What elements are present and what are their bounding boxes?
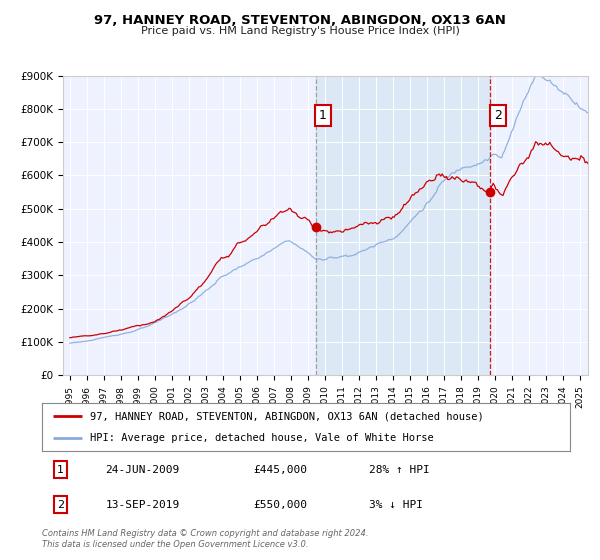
Text: Price paid vs. HM Land Registry's House Price Index (HPI): Price paid vs. HM Land Registry's House … bbox=[140, 26, 460, 36]
Text: 24-JUN-2009: 24-JUN-2009 bbox=[106, 465, 179, 475]
Text: 13-SEP-2019: 13-SEP-2019 bbox=[106, 500, 179, 510]
Text: 1: 1 bbox=[57, 465, 64, 475]
Text: 2: 2 bbox=[57, 500, 64, 510]
Bar bbox=[316, 76, 490, 375]
Text: £550,000: £550,000 bbox=[253, 500, 307, 510]
Text: 97, HANNEY ROAD, STEVENTON, ABINGDON, OX13 6AN (detached house): 97, HANNEY ROAD, STEVENTON, ABINGDON, OX… bbox=[89, 411, 483, 421]
Text: 1: 1 bbox=[319, 109, 327, 122]
Text: 28% ↑ HPI: 28% ↑ HPI bbox=[370, 465, 430, 475]
Text: Contains HM Land Registry data © Crown copyright and database right 2024.
This d: Contains HM Land Registry data © Crown c… bbox=[42, 529, 368, 549]
Text: 2: 2 bbox=[494, 109, 502, 122]
Text: 97, HANNEY ROAD, STEVENTON, ABINGDON, OX13 6AN: 97, HANNEY ROAD, STEVENTON, ABINGDON, OX… bbox=[94, 14, 506, 27]
Text: HPI: Average price, detached house, Vale of White Horse: HPI: Average price, detached house, Vale… bbox=[89, 433, 433, 443]
Text: £445,000: £445,000 bbox=[253, 465, 307, 475]
Text: 3% ↓ HPI: 3% ↓ HPI bbox=[370, 500, 424, 510]
